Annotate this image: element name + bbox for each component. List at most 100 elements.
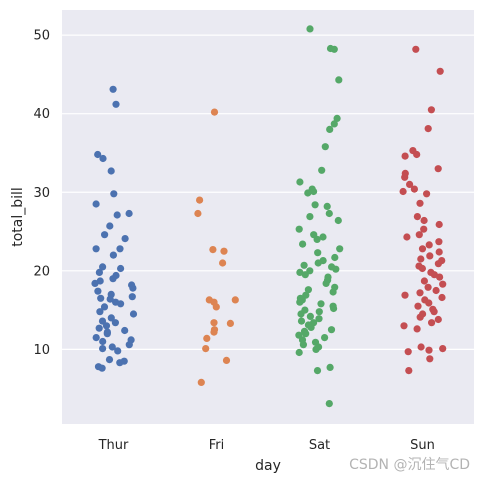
data-point bbox=[129, 310, 138, 318]
data-point bbox=[415, 231, 423, 239]
data-point bbox=[106, 295, 114, 303]
data-point bbox=[299, 341, 307, 349]
data-point bbox=[426, 355, 434, 363]
data-point bbox=[92, 200, 100, 208]
data-point bbox=[427, 106, 435, 114]
data-point bbox=[434, 315, 442, 324]
data-point bbox=[406, 180, 414, 188]
data-point bbox=[125, 341, 133, 349]
data-point bbox=[336, 245, 344, 253]
data-point bbox=[129, 284, 137, 292]
data-point bbox=[321, 334, 329, 342]
data-point bbox=[325, 209, 333, 218]
data-point bbox=[400, 322, 408, 330]
x-tick-label: Fri bbox=[209, 438, 225, 453]
data-point bbox=[296, 178, 304, 186]
data-point bbox=[401, 291, 409, 299]
data-point bbox=[222, 356, 231, 364]
data-point bbox=[117, 300, 125, 308]
data-point bbox=[92, 245, 100, 253]
data-point bbox=[306, 25, 314, 33]
data-point bbox=[304, 189, 312, 197]
data-point bbox=[401, 173, 409, 181]
x-axis-label: day bbox=[255, 458, 281, 474]
data-point bbox=[314, 259, 322, 267]
data-point bbox=[296, 298, 304, 306]
data-point bbox=[100, 303, 109, 311]
data-point bbox=[417, 343, 425, 351]
data-point bbox=[425, 241, 433, 249]
data-point bbox=[101, 231, 109, 239]
data-point bbox=[404, 348, 412, 356]
data-point bbox=[110, 190, 118, 198]
y-tick-label: 20 bbox=[33, 264, 50, 279]
data-point bbox=[312, 345, 320, 353]
data-point bbox=[410, 185, 418, 193]
y-axis-label: total_bill bbox=[10, 187, 26, 247]
data-point bbox=[109, 85, 117, 93]
data-point bbox=[95, 268, 103, 276]
data-point bbox=[315, 315, 323, 323]
data-point bbox=[295, 225, 303, 233]
data-point bbox=[219, 259, 227, 267]
x-tick-label: Thur bbox=[98, 438, 129, 453]
data-point bbox=[428, 319, 436, 327]
data-point bbox=[99, 345, 107, 353]
data-point bbox=[313, 367, 322, 375]
data-point bbox=[426, 252, 434, 260]
data-point bbox=[424, 125, 432, 133]
data-point bbox=[299, 240, 307, 248]
data-point bbox=[424, 283, 432, 291]
data-point bbox=[99, 337, 107, 346]
data-point bbox=[98, 317, 107, 325]
data-point bbox=[327, 326, 336, 334]
data-point bbox=[334, 216, 342, 225]
data-point bbox=[335, 76, 343, 84]
data-point bbox=[210, 108, 219, 116]
plot-area bbox=[62, 10, 474, 424]
data-point bbox=[106, 222, 114, 230]
data-point bbox=[434, 260, 442, 268]
data-point bbox=[301, 271, 309, 279]
data-point bbox=[194, 209, 202, 218]
data-point bbox=[423, 190, 431, 198]
data-point bbox=[315, 308, 323, 316]
data-point bbox=[99, 154, 107, 163]
data-point bbox=[128, 293, 136, 301]
data-point bbox=[98, 364, 106, 372]
data-point bbox=[114, 347, 122, 355]
data-point bbox=[92, 334, 100, 342]
data-point bbox=[203, 334, 211, 342]
data-point bbox=[414, 302, 422, 310]
data-point bbox=[226, 319, 234, 327]
y-tick-labels: 10 20 30 40 50 bbox=[33, 29, 50, 358]
data-point bbox=[306, 213, 314, 221]
data-point bbox=[107, 314, 115, 322]
data-point bbox=[209, 246, 217, 254]
data-point bbox=[112, 100, 120, 108]
data-point bbox=[97, 294, 105, 302]
watermark: CSDN @沉住气CD bbox=[349, 457, 470, 473]
data-point bbox=[313, 235, 321, 243]
data-point bbox=[314, 249, 322, 257]
data-point bbox=[109, 275, 117, 283]
data-point bbox=[296, 268, 304, 276]
data-points bbox=[91, 25, 447, 408]
data-point bbox=[210, 328, 218, 336]
data-point bbox=[420, 277, 428, 285]
data-point bbox=[322, 279, 330, 287]
data-point bbox=[102, 322, 111, 330]
y-tick-label: 10 bbox=[33, 343, 50, 358]
data-point bbox=[94, 150, 102, 159]
data-point bbox=[302, 330, 310, 338]
data-point bbox=[113, 211, 121, 219]
data-point bbox=[295, 348, 303, 357]
data-point bbox=[212, 303, 220, 311]
data-point bbox=[94, 287, 102, 295]
data-point bbox=[116, 245, 124, 253]
data-point bbox=[418, 264, 426, 273]
data-point bbox=[121, 235, 129, 243]
data-point bbox=[307, 323, 315, 331]
data-point bbox=[297, 310, 305, 318]
